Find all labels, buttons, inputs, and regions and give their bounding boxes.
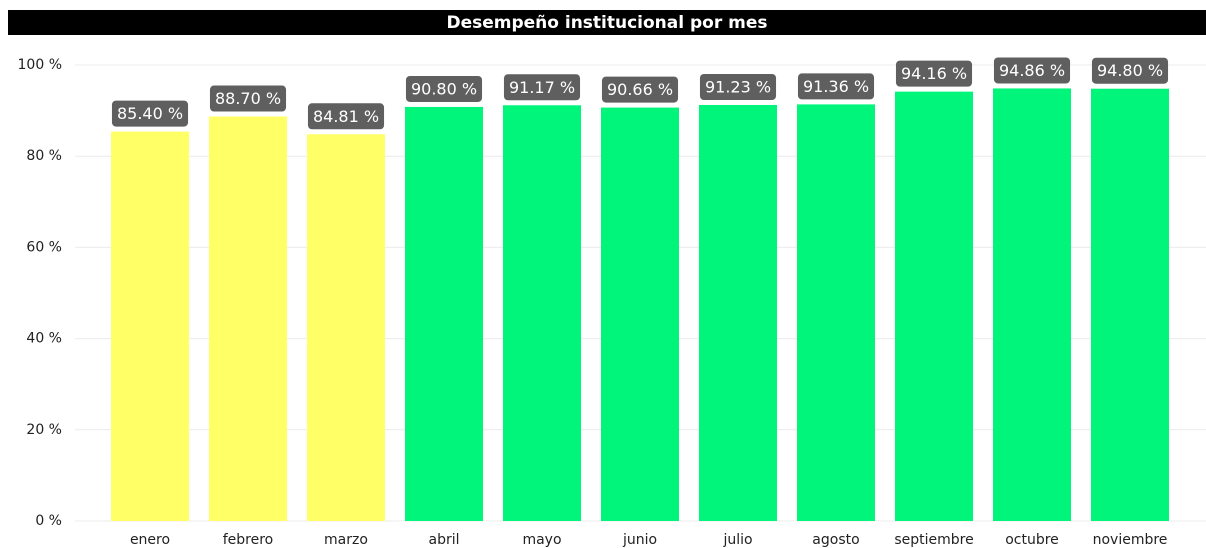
chart-title: Desempeño institucional por mes [446, 13, 767, 33]
y-tick-label: 80 % [26, 148, 62, 164]
value-label-box [699, 73, 777, 100]
bar [111, 131, 189, 522]
y-tick-label: 40 % [26, 331, 62, 347]
value-label: 84.81 % [313, 107, 379, 126]
y-tick-label: 20 % [26, 422, 62, 438]
value-label-box [111, 100, 189, 127]
value-label: 94.80 % [1097, 61, 1163, 80]
value-label-box [601, 76, 679, 103]
bar [503, 105, 581, 521]
x-tick-label: febrero [223, 532, 274, 548]
value-label-box [503, 74, 581, 101]
y-tick-label: 0 % [35, 513, 62, 529]
x-tick-label: enero [130, 532, 170, 548]
value-label-box [405, 75, 483, 102]
bar [895, 91, 973, 521]
title-bar [8, 10, 1206, 35]
bar [307, 134, 385, 521]
bar [993, 88, 1071, 521]
x-tick-label: octubre [1005, 532, 1059, 548]
x-tick-label: abril [428, 532, 459, 548]
value-label-box [1091, 57, 1169, 84]
bar [1091, 88, 1169, 521]
value-label: 94.16 % [901, 64, 967, 83]
x-tick-label: marzo [324, 532, 368, 548]
value-label-box [895, 60, 973, 87]
value-label: 90.80 % [411, 79, 477, 98]
y-tick-label: 60 % [26, 239, 62, 255]
value-label: 91.17 % [509, 78, 575, 97]
x-tick-label: mayo [522, 532, 561, 548]
x-tick-label: agosto [812, 532, 859, 548]
bar [797, 104, 875, 521]
x-tick-label: junio [622, 532, 657, 548]
value-label: 94.86 % [999, 61, 1065, 80]
x-tick-label: julio [722, 532, 752, 548]
x-tick-label: septiembre [894, 532, 973, 548]
value-label-box [797, 73, 875, 100]
value-label: 85.40 % [117, 104, 183, 123]
bar [601, 107, 679, 522]
bar [699, 104, 777, 521]
value-label-box [307, 103, 385, 130]
value-label-box [209, 85, 287, 112]
bar [209, 116, 287, 521]
bar [405, 106, 483, 522]
value-label: 90.66 % [607, 80, 673, 99]
value-label: 91.36 % [803, 77, 869, 96]
y-tick-label: 100 % [18, 57, 62, 73]
x-tick-label: noviembre [1093, 532, 1168, 548]
value-label: 88.70 % [215, 89, 281, 108]
value-label-box [993, 57, 1071, 84]
value-label: 91.23 % [705, 77, 771, 96]
